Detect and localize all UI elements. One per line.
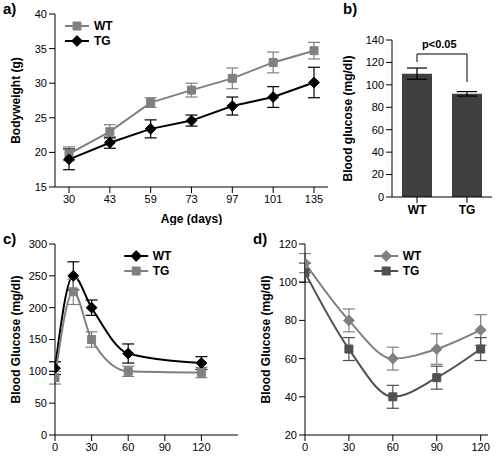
html-text:TG: TG: [152, 263, 170, 278]
svg-text:150: 150: [29, 333, 47, 345]
svg-text:300: 300: [29, 238, 47, 250]
svg-text:Blood glucose (mg/dl): Blood glucose (mg/dl): [341, 56, 355, 182]
html-text:TG: TG: [94, 33, 111, 48]
svg-text:30: 30: [85, 441, 97, 453]
html-text:d): d): [253, 230, 268, 247]
svg-text:Blood Glucose (mg/dl): Blood Glucose (mg/dl): [259, 275, 273, 403]
svg-text:135: 135: [305, 193, 323, 205]
svg-text:90: 90: [431, 441, 443, 453]
svg-text:60: 60: [372, 124, 384, 136]
svg-text:97: 97: [226, 193, 238, 205]
svg-text:15: 15: [35, 181, 47, 193]
svg-text:60: 60: [122, 441, 134, 453]
svg-text:60: 60: [387, 441, 399, 453]
svg-text:120: 120: [472, 441, 490, 453]
svg-text:120: 120: [192, 441, 210, 453]
svg-text:20: 20: [285, 429, 297, 441]
svg-text:20: 20: [35, 146, 47, 158]
svg-text:0: 0: [52, 441, 58, 453]
svg-text:60: 60: [285, 353, 297, 365]
svg-text:101: 101: [264, 193, 282, 205]
svg-text:50: 50: [35, 397, 47, 409]
svg-text:Blood Glucose (mg/dl): Blood Glucose (mg/dl): [9, 275, 23, 403]
svg-text:120: 120: [366, 56, 384, 68]
svg-text:25: 25: [35, 112, 47, 124]
svg-text:140: 140: [366, 34, 384, 46]
svg-text:80: 80: [285, 314, 297, 326]
html-text:c): c): [3, 230, 17, 247]
svg-text:30: 30: [35, 77, 47, 89]
svg-text:250: 250: [29, 270, 47, 282]
svg-text:100: 100: [279, 276, 297, 288]
svg-text:100: 100: [366, 79, 384, 91]
html-text:WT: WT: [152, 248, 172, 263]
svg-text:59: 59: [145, 193, 157, 205]
svg-text:80: 80: [372, 101, 384, 113]
svg-text:40: 40: [372, 146, 384, 158]
html-text:b): b): [343, 0, 358, 17]
svg-text:120: 120: [279, 238, 297, 250]
svg-text:0: 0: [41, 429, 47, 441]
svg-text:Age (days): Age (days): [161, 212, 222, 225]
html-text:WT: WT: [402, 248, 422, 263]
svg-text:43: 43: [104, 193, 116, 205]
html-text:TG: TG: [402, 263, 420, 278]
svg-text:WT: WT: [408, 203, 427, 217]
html-text:WT: WT: [94, 18, 113, 33]
svg-text:200: 200: [29, 302, 47, 314]
svg-text:20: 20: [372, 168, 384, 180]
svg-text:40: 40: [35, 8, 47, 20]
html-text:p<0.05: p<0.05: [422, 38, 457, 50]
svg-text:73: 73: [185, 193, 197, 205]
svg-text:0: 0: [302, 441, 308, 453]
html-text:a): a): [3, 0, 17, 17]
svg-text:35: 35: [35, 43, 47, 55]
svg-text:90: 90: [159, 441, 171, 453]
svg-text:Bodyweight (g): Bodyweight (g): [9, 57, 23, 144]
svg-text:30: 30: [343, 441, 355, 453]
svg-text:0: 0: [378, 191, 384, 203]
svg-text:40: 40: [285, 391, 297, 403]
svg-text:100: 100: [29, 365, 47, 377]
svg-text:30: 30: [63, 193, 75, 205]
svg-text:TG: TG: [459, 203, 476, 217]
